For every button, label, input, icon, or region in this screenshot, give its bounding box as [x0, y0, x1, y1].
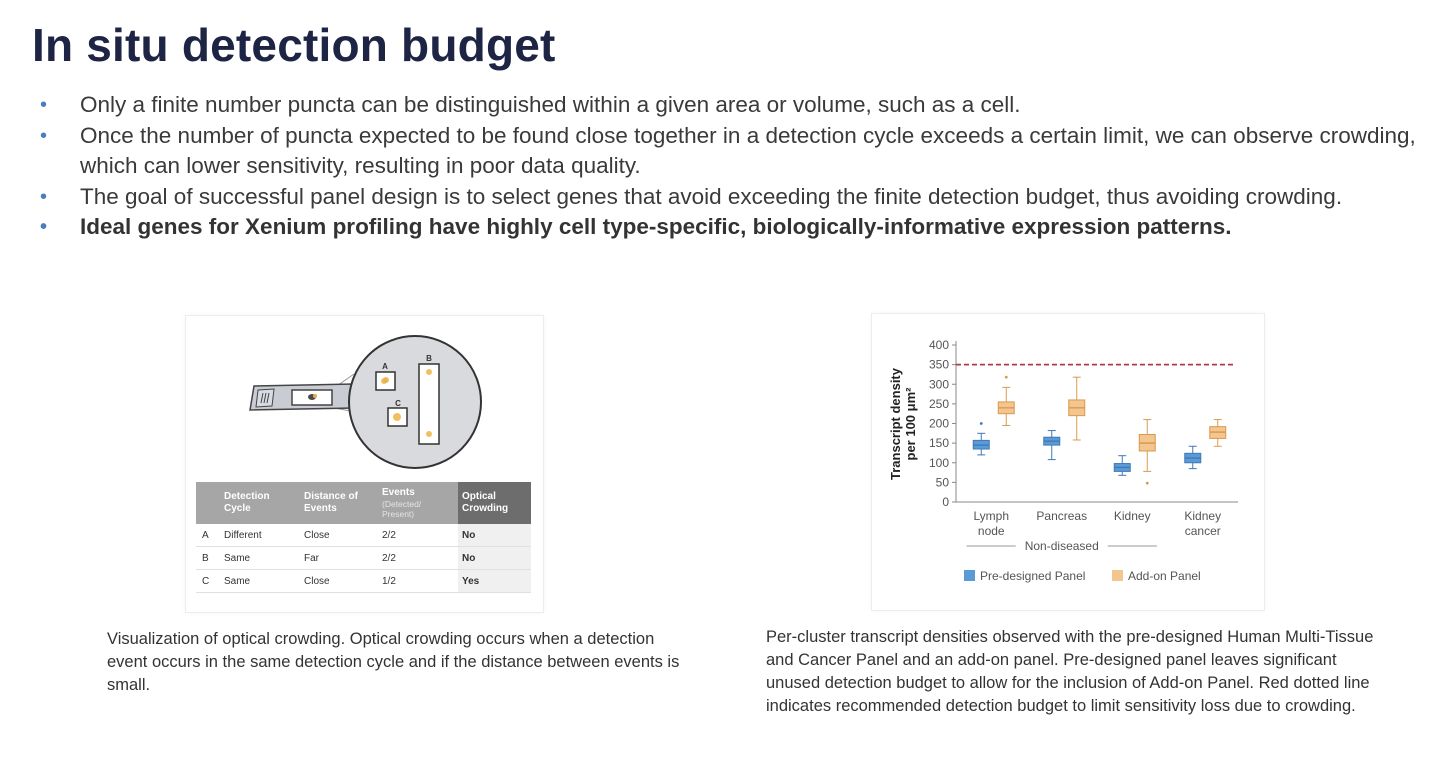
outlier-point: [1004, 375, 1008, 379]
x-tick-label: Kidney cancer: [1184, 509, 1221, 538]
y-axis-title-line: per 100 μm²: [903, 387, 918, 461]
y-tick-label: 0: [942, 495, 949, 509]
x-tick-label-line: Kidney: [1114, 509, 1151, 523]
table-row: A Different Close 2/2 No: [196, 524, 531, 547]
x-tick-label-line: Kidney: [1184, 509, 1221, 523]
y-tick-label: 100: [929, 456, 949, 470]
y-tick-label: 50: [936, 475, 950, 489]
x-tick-label-line: node: [978, 524, 1005, 538]
chart-legend: Pre-designed Panel Add-on Panel: [964, 569, 1201, 583]
bullet-list: Only a finite number puncta can be disti…: [40, 90, 1420, 243]
legend-swatch: [1112, 570, 1123, 581]
slide-title: In situ detection budget: [32, 19, 556, 71]
y-axis-title: Transcript densityper 100 μm²: [888, 367, 918, 480]
bullet-item-emphasis: Ideal genes for Xenium profiling have hi…: [40, 212, 1420, 243]
x-tick-label-line: cancer: [1185, 524, 1221, 538]
bullet-item: The goal of successful panel design is t…: [40, 182, 1420, 213]
table-row: B Same Far 2/2 No: [196, 546, 531, 570]
plot-area: [956, 363, 1236, 485]
y-tick-label: 200: [929, 417, 949, 431]
region-b-label: B: [426, 354, 432, 363]
transcript-density-figure: Transcript densityper 100 μm² 0 50 100 150 2…: [872, 314, 1264, 610]
x-tick-label: Lymph node: [973, 509, 1009, 538]
header-detection-cycle: Detection Cycle: [220, 482, 300, 524]
outlier-point: [1145, 481, 1149, 485]
box-predesigned: [1184, 445, 1202, 470]
header-distance: Distance of Events: [300, 482, 378, 524]
box-addon: [997, 375, 1015, 426]
optical-crowding-figure: A C B Detection Cycle Distance of Events…: [186, 316, 543, 612]
transcript-density-chart: Transcript densityper 100 μm² 0 50 100 150 2…: [888, 338, 1238, 583]
box-addon: [1138, 419, 1156, 485]
crowding-table: Detection Cycle Distance of Events Event…: [196, 482, 531, 593]
x-tick-label-line: Pancreas: [1036, 509, 1087, 523]
region-b-box: [418, 363, 440, 445]
group-label: Non-diseased: [1025, 539, 1099, 553]
x-tick-label: Pancreas: [1036, 509, 1087, 523]
table-header-row: Detection Cycle Distance of Events Event…: [196, 482, 531, 524]
legend-label: Pre-designed Panel: [980, 569, 1085, 583]
box-predesigned: [972, 422, 990, 456]
slide-illustration: A C B: [249, 335, 482, 469]
table-row: C Same Close 1/2 Yes: [196, 569, 531, 593]
x-tick-label: Kidney: [1114, 509, 1151, 523]
y-axis-title-line: Transcript density: [888, 367, 903, 480]
box-predesigned: [1043, 430, 1061, 461]
y-tick-label: 250: [929, 397, 949, 411]
y-tick-label: 150: [929, 436, 949, 450]
region-c-label: C: [395, 399, 401, 408]
y-tick-label: 400: [929, 338, 949, 352]
left-figure-caption: Visualization of optical crowding. Optic…: [107, 630, 680, 694]
header-events: Events (Detected/ Present): [378, 482, 458, 524]
y-axis: 0 50 100 150 200 250 300 350 400: [929, 338, 957, 509]
bullet-item: Only a finite number puncta can be disti…: [40, 90, 1420, 121]
box-predesigned: [1113, 455, 1131, 476]
glass-slide-icon: [249, 383, 355, 411]
y-tick-label: 300: [929, 377, 949, 391]
header-optical-crowding: Optical Crowding: [458, 482, 531, 524]
y-axis-title-text: Transcript densityper 100 μm²: [888, 367, 918, 480]
x-tick-label-line: Lymph: [973, 509, 1009, 523]
legend-swatch: [964, 570, 975, 581]
region-a-label: A: [382, 362, 388, 371]
bullet-item: Once the number of puncta expected to be…: [40, 121, 1420, 182]
outlier-point: [979, 422, 983, 425]
y-tick-label: 350: [929, 358, 949, 372]
magnified-view-circle: [348, 335, 482, 469]
right-figure-caption: Per-cluster transcript densities observe…: [766, 628, 1374, 715]
legend-label: Add-on Panel: [1128, 569, 1201, 583]
box-addon: [1068, 376, 1086, 441]
box-addon: [1209, 419, 1227, 447]
